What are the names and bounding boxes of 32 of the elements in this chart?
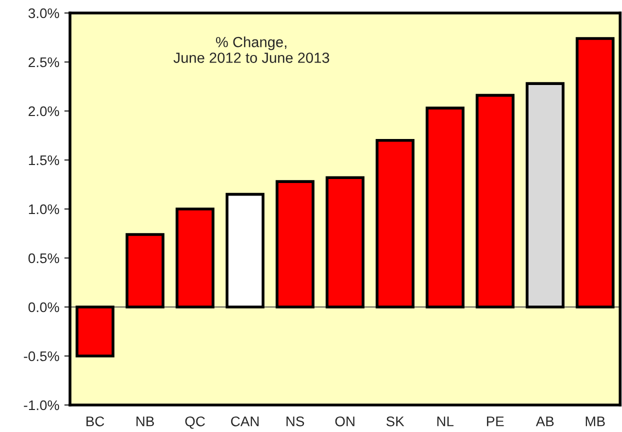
bar — [526, 82, 565, 308]
y-tick-label: -0.5% — [24, 351, 60, 362]
bar — [176, 208, 214, 308]
bar — [276, 180, 314, 308]
y-tick-label: 2.5% — [28, 57, 60, 68]
bar — [326, 176, 364, 308]
y-tick-label: 1.5% — [28, 155, 60, 166]
x-tick-label: QC — [185, 416, 205, 429]
x-tick-label: NS — [286, 416, 304, 426]
x-tick-label: SK — [386, 416, 404, 426]
x-tick-label: MB — [586, 416, 605, 426]
x-tick-label: NB — [136, 416, 154, 426]
x-tick-label: CAN — [231, 416, 259, 426]
y-tick-label: 3.0% — [28, 8, 60, 18]
x-tick-label: NL — [437, 416, 454, 426]
annotation: % Change, June 2012 to June 2013 — [174, 36, 330, 63]
x-tick-label: AB — [536, 416, 554, 426]
y-tick-label: -1.0% — [24, 400, 60, 410]
bar — [226, 192, 264, 308]
bar — [126, 233, 164, 308]
y-tick-label: 1.0% — [28, 204, 60, 214]
x-tick-label: ON — [335, 416, 354, 426]
y-tick-label: 0.0% — [28, 302, 60, 312]
x-tick-label: PE — [486, 416, 504, 426]
bar — [476, 94, 514, 308]
y-tick-label: 2.0% — [28, 106, 60, 116]
bar — [76, 306, 114, 358]
bar — [576, 37, 615, 308]
bar — [376, 139, 414, 308]
bar — [426, 106, 464, 308]
y-tick-label: 0.5% — [28, 253, 60, 264]
x-tick-label: BC — [86, 416, 104, 426]
